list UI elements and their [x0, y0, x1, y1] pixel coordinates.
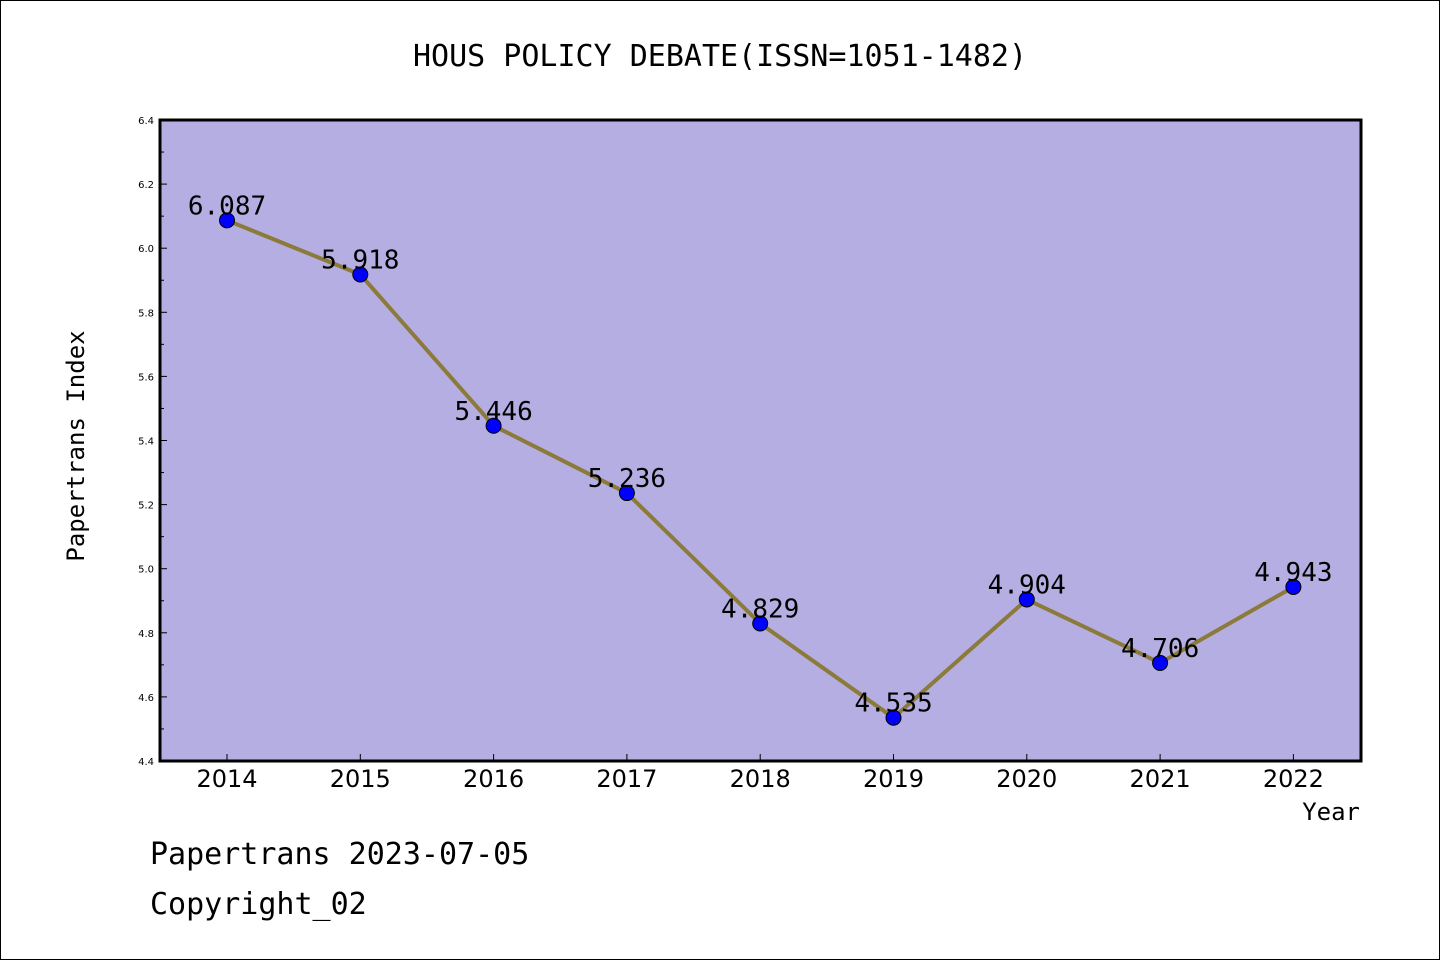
x-tick-label: 2020 — [996, 765, 1057, 793]
x-tick-label: 2019 — [863, 765, 924, 793]
y-tick-label: 5.0 — [138, 565, 154, 576]
y-tick-label: 5.4 — [138, 437, 154, 448]
data-label: 4.943 — [1254, 558, 1332, 588]
data-label: 6.087 — [188, 191, 266, 221]
data-point — [752, 615, 769, 632]
plot-area — [158, 118, 1363, 763]
x-tick-label: 2018 — [730, 765, 791, 793]
data-label: 4.706 — [1121, 634, 1199, 664]
data-label: 5.446 — [454, 397, 532, 427]
x-tick-label: 2016 — [463, 765, 524, 793]
x-tick-label: 2021 — [1130, 765, 1191, 793]
x-tick-label: 2022 — [1263, 765, 1324, 793]
data-labels: 6.087 5.918 5.446 5.236 4.829 4.535 4.904 4.706… — [188, 191, 1333, 718]
data-point — [1152, 654, 1169, 671]
data-label: 4.535 — [854, 689, 932, 719]
data-label: 4.904 — [988, 570, 1066, 600]
y-tick-label: 5.6 — [138, 372, 154, 383]
series-markers — [219, 212, 1302, 726]
data-label: 4.829 — [721, 595, 799, 625]
y-tick-label: 5.2 — [138, 501, 154, 512]
y-tick-label: 4.6 — [138, 693, 154, 704]
y-tick-label: 4.4 — [138, 757, 154, 768]
x-tick-label: 2014 — [196, 765, 257, 793]
data-point — [1018, 591, 1035, 608]
data-point — [485, 417, 502, 434]
x-tick-label: 2017 — [596, 765, 657, 793]
data-point — [352, 266, 369, 283]
data-label: 5.918 — [321, 245, 399, 275]
data-point — [618, 485, 635, 502]
footer-date: Papertrans 2023-07-05 — [150, 837, 529, 872]
y-axis: 4.4 4.6 4.8 5.0 5.2 5.4 5.6 5.8 6.0 6.2 6.4 — [138, 116, 167, 768]
data-point — [219, 212, 235, 229]
y-tick-label: 5.8 — [138, 308, 154, 319]
y-tick-label: 6.0 — [138, 244, 154, 255]
y-tick-label: 6.4 — [138, 116, 154, 127]
x-axis-title: Year — [1302, 798, 1360, 826]
x-tick-label: 2015 — [330, 765, 391, 793]
data-point — [1285, 578, 1302, 595]
data-point — [885, 709, 902, 726]
chart-title: HOUS POLICY DEBATE(ISSN=1051-1482) — [413, 39, 1027, 74]
y-tick-label: 6.2 — [138, 180, 154, 191]
data-label: 5.236 — [588, 464, 666, 494]
y-axis-title: Papertrans Index — [62, 330, 90, 561]
x-axis: 2014 2015 2016 2017 2018 2019 2020 2021 2022 — [196, 754, 1324, 793]
y-tick-label: 4.8 — [138, 629, 154, 640]
footer-copyright: Copyright_02 — [150, 887, 367, 922]
